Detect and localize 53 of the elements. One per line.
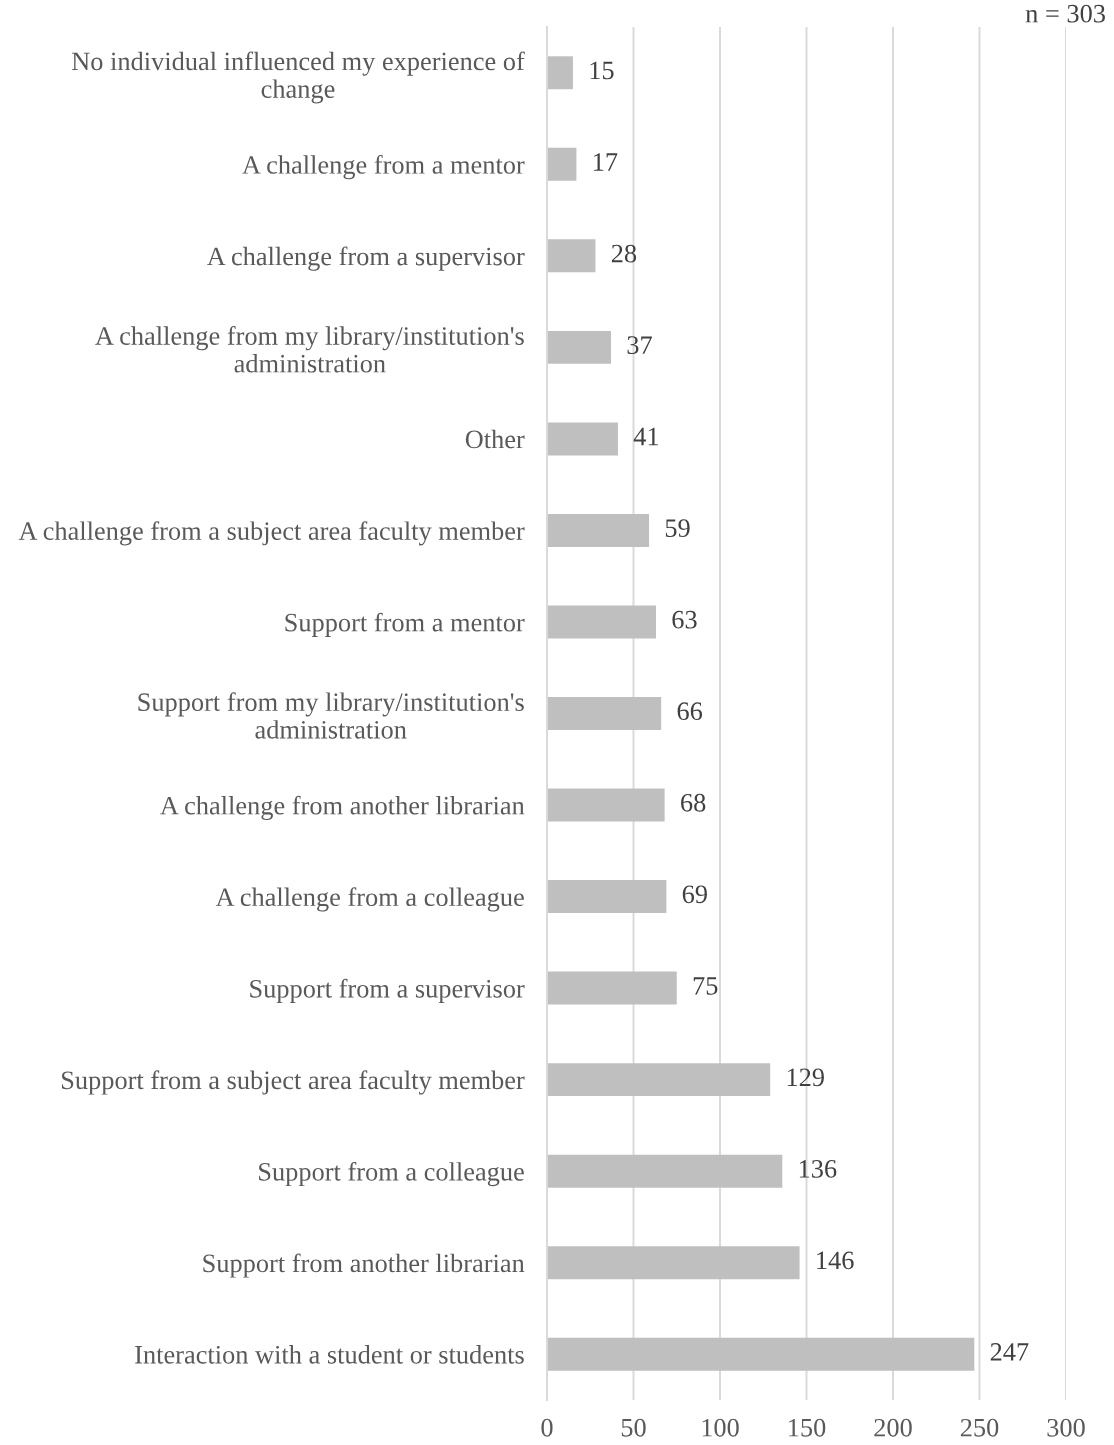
data-label: 66 xyxy=(677,702,703,721)
data-label: 63 xyxy=(672,610,697,629)
x-tick-label: 0 xyxy=(541,1418,553,1437)
y-tick-label: A challenge from a colleague xyxy=(215,887,524,912)
x-tick-label: 250 xyxy=(960,1418,999,1437)
y-tick-label: Support from a supervisor xyxy=(250,978,525,1004)
data-label: 17 xyxy=(594,153,618,171)
bar xyxy=(547,880,667,914)
bar xyxy=(547,56,573,90)
y-tick-label: Support from a colleague xyxy=(259,1161,524,1187)
y-tick-label: No individual influenced my experience of change xyxy=(71,51,525,104)
y-tick-label: A challenge from another librarian xyxy=(160,795,525,821)
data-label: 129 xyxy=(787,1068,824,1087)
bar xyxy=(547,513,650,547)
y-tick-label: Support from a subject area faculty member xyxy=(61,1070,525,1095)
bar xyxy=(547,1246,800,1280)
y-tick-label: Support from my library/institution's administration xyxy=(138,692,524,739)
y-tick-label: Interaction with a student or students xyxy=(135,1345,524,1364)
y-tick-label: A challenge from my library/institution's administration xyxy=(95,326,524,373)
data-label: 136 xyxy=(799,1160,837,1178)
y-tick-label: A challenge from a subject area faculty member xyxy=(18,521,525,546)
data-label: 59 xyxy=(665,519,690,538)
bar xyxy=(547,422,618,456)
bar xyxy=(547,1154,783,1188)
bar xyxy=(547,330,612,364)
x-tick-label: 200 xyxy=(874,1418,912,1437)
y-tick-label: Support from another librarian xyxy=(203,1253,525,1278)
data-label: 146 xyxy=(817,1251,854,1270)
bar xyxy=(547,971,677,1005)
data-label: 247 xyxy=(990,1343,1029,1361)
x-tick-label: 300 xyxy=(1047,1418,1085,1437)
data-label: 37 xyxy=(627,336,652,354)
y-tick-label: Other xyxy=(465,429,525,449)
bar xyxy=(547,1063,771,1097)
x-tick-label: 150 xyxy=(789,1418,826,1437)
bar xyxy=(547,147,577,181)
x-tick-label: 100 xyxy=(702,1418,739,1437)
bar xyxy=(547,1337,975,1371)
bar xyxy=(547,605,656,639)
data-label: 69 xyxy=(682,885,707,904)
bar xyxy=(547,788,665,822)
data-label: 75 xyxy=(693,977,718,995)
data-label: 15 xyxy=(590,61,614,80)
bar xyxy=(547,239,596,273)
y-tick-label: A challenge from a supervisor xyxy=(206,246,525,271)
text: n = 303 xyxy=(1025,4,1105,23)
y-tick-label: Support from a mentor xyxy=(285,612,525,637)
x-tick-label: 50 xyxy=(621,1418,646,1437)
data-label: 68 xyxy=(681,793,706,812)
data-label: 28 xyxy=(611,244,637,263)
bar xyxy=(547,697,662,730)
data-label: 41 xyxy=(633,427,659,446)
y-tick-label: A challenge from a mentor xyxy=(242,155,525,180)
